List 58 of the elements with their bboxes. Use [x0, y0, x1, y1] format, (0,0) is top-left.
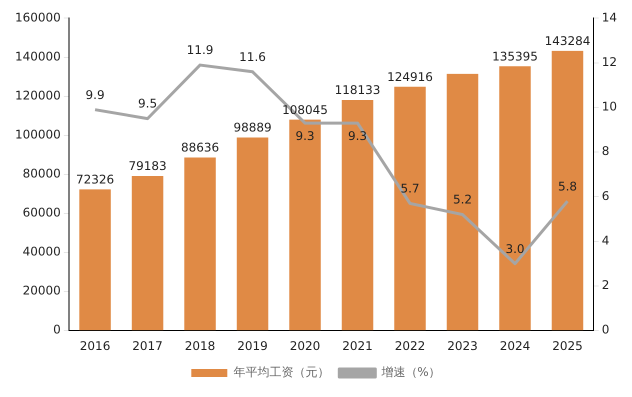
y2-tick-label: 8: [602, 144, 610, 158]
x-tick-label: 2019: [237, 338, 268, 353]
x-tick-label: 2025: [552, 338, 583, 353]
y-tick-label: 100000: [14, 127, 61, 142]
x-tick-label: 2022: [394, 338, 426, 353]
bar: [446, 74, 478, 330]
bar: [184, 158, 216, 330]
y2-tick-label: 4: [602, 233, 610, 248]
data-label: 79183: [128, 159, 167, 174]
data-label: 3.0: [505, 242, 525, 256]
data-label: 108045: [282, 102, 328, 117]
y2-tick-label: 2: [602, 278, 610, 292]
data-label: 124916: [387, 70, 433, 84]
y2-tick-label: 14: [602, 10, 618, 24]
y-tick-label: 0: [53, 322, 61, 337]
y-tick-label: 40000: [22, 244, 61, 259]
y2-tick-label: 6: [602, 188, 610, 203]
data-label: 11.6: [239, 50, 266, 64]
data-label: 9.9: [86, 88, 105, 102]
y-tick-label: 120000: [14, 88, 61, 102]
y2-tick-label: 0: [602, 322, 610, 337]
x-tick-label: 2024: [500, 338, 530, 353]
y-tick-label: 160000: [14, 10, 61, 24]
y-tick-label: 80000: [22, 166, 61, 181]
data-label: 98889: [233, 120, 272, 135]
x-tick-label: 2017: [132, 338, 163, 353]
data-label: 88636: [180, 140, 220, 155]
y-tick-label: 140000: [14, 49, 61, 64]
bar: [132, 176, 164, 330]
legend-label: 年平均工资（元）: [233, 365, 330, 380]
data-label: 11.9: [186, 43, 214, 58]
data-label: 9.3: [295, 129, 315, 144]
legend-label: 增速（%）: [380, 365, 441, 380]
bar: [236, 138, 268, 330]
data-label: 5.7: [400, 182, 420, 196]
data-label: 9.5: [138, 96, 158, 111]
bar: [79, 189, 111, 330]
bar: [289, 120, 321, 330]
x-tick-label: 2021: [342, 338, 373, 353]
x-tick-label: 2018: [184, 338, 216, 353]
data-label: 72326: [76, 172, 114, 187]
data-label: 5.2: [452, 192, 472, 207]
data-label: 5.8: [558, 179, 578, 194]
data-label: 135395: [492, 49, 538, 64]
bar: [394, 86, 426, 330]
x-tick-label: 2023: [447, 338, 478, 353]
bar: [342, 100, 374, 330]
bar: [499, 66, 531, 330]
data-label: 118133: [334, 83, 380, 98]
bar: [552, 50, 584, 330]
y2-tick-label: 10: [602, 100, 618, 114]
y2-tick-label: 12: [602, 54, 618, 69]
data-label: 143284: [544, 34, 590, 48]
y-tick-label: 60000: [22, 206, 61, 220]
x-tick-label: 2020: [290, 338, 320, 353]
y-tick-label: 20000: [22, 284, 61, 298]
data-label: 9.3: [348, 129, 368, 144]
x-tick-label: 2016: [80, 338, 110, 353]
